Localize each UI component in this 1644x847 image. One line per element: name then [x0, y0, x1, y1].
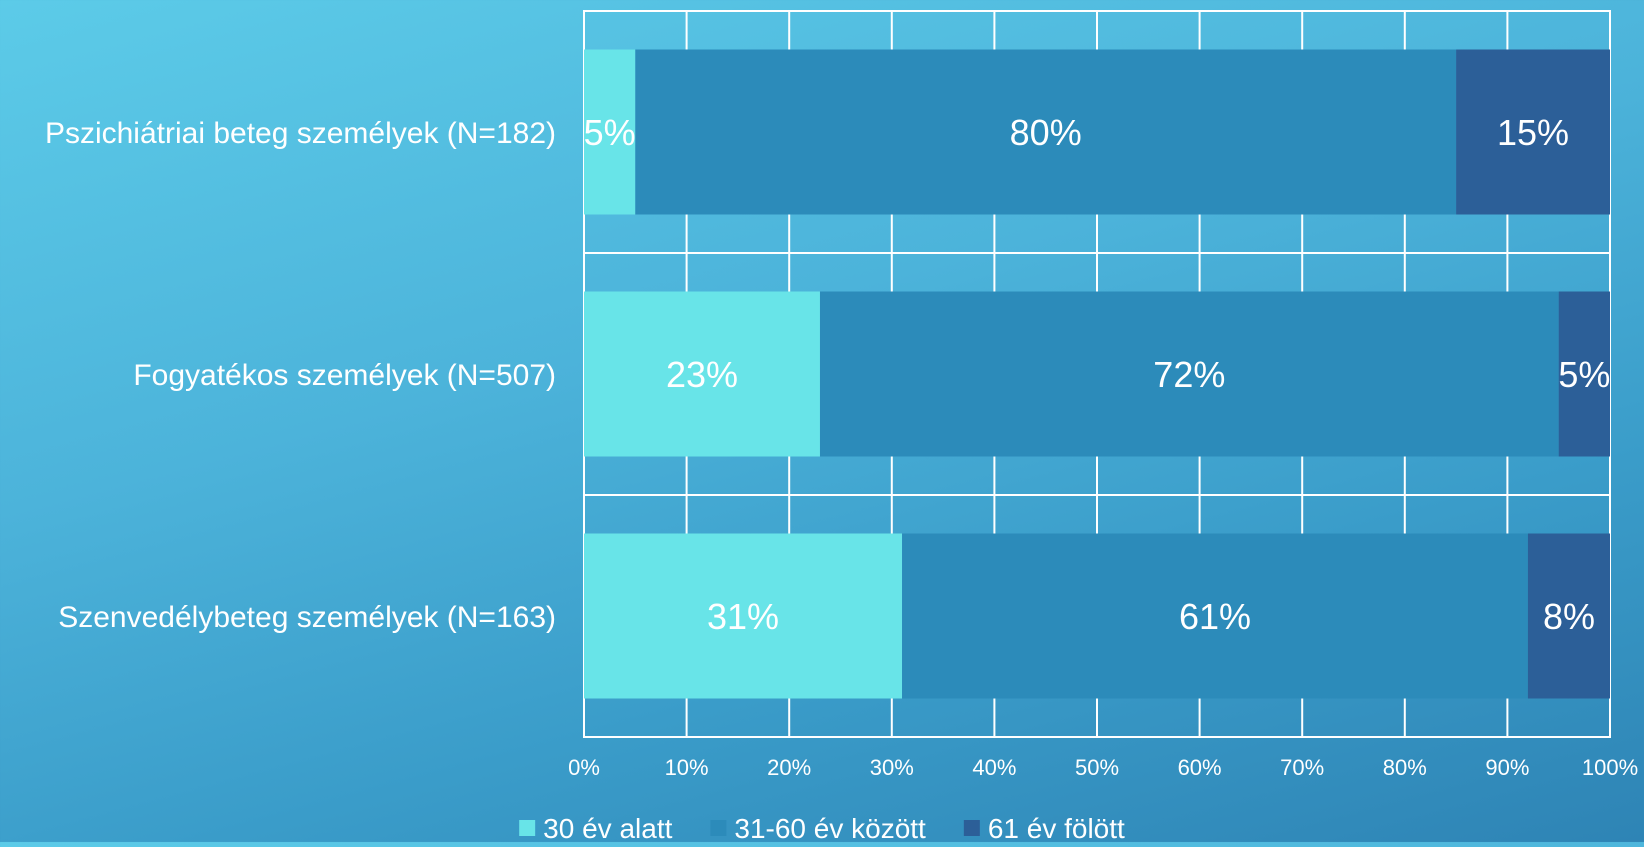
x-tick-label: 50% — [1075, 755, 1119, 780]
data-label: 15% — [1497, 112, 1569, 153]
x-tick-label: 60% — [1178, 755, 1222, 780]
bar-segment — [1558, 291, 1610, 457]
x-tick-label: 80% — [1383, 755, 1427, 780]
bar-segment — [902, 533, 1528, 699]
x-tick-label: 10% — [665, 755, 709, 780]
x-tick-label: 40% — [972, 755, 1016, 780]
x-tick-label: 100% — [1582, 755, 1638, 780]
data-label: 23% — [666, 354, 738, 395]
bar-segment — [584, 49, 636, 215]
bar-segment — [1456, 49, 1610, 215]
data-label: 61% — [1179, 596, 1251, 637]
data-label: 80% — [1010, 112, 1082, 153]
data-label: 8% — [1543, 596, 1595, 637]
legend-label: 61 év fölött — [988, 813, 1125, 842]
bar-segment — [1527, 533, 1610, 699]
legend-label: 31-60 év között — [734, 813, 926, 842]
category-label: Szenvedélybeteg személyek (N=163) — [58, 601, 556, 634]
category-label: Pszichiátriai beteg személyek (N=182) — [45, 117, 556, 150]
data-label: 5% — [1558, 354, 1610, 395]
data-label: 5% — [584, 112, 636, 153]
x-tick-label: 20% — [767, 755, 811, 780]
bar-segment — [635, 49, 1457, 215]
bar-segment — [584, 291, 820, 457]
x-tick-label: 90% — [1485, 755, 1529, 780]
legend-swatch — [963, 820, 980, 836]
x-tick-label: 30% — [870, 755, 914, 780]
data-label: 72% — [1153, 354, 1225, 395]
legend-label: 30 év alatt — [543, 813, 672, 842]
legend-swatch — [710, 820, 727, 836]
data-label: 31% — [707, 596, 779, 637]
bar-segment — [584, 533, 903, 699]
x-tick-label: 70% — [1280, 755, 1324, 780]
x-tick-label: 0% — [568, 755, 600, 780]
category-label: Fogyatékos személyek (N=507) — [133, 359, 556, 392]
bar-segment — [819, 291, 1559, 457]
legend-swatch — [519, 820, 536, 836]
